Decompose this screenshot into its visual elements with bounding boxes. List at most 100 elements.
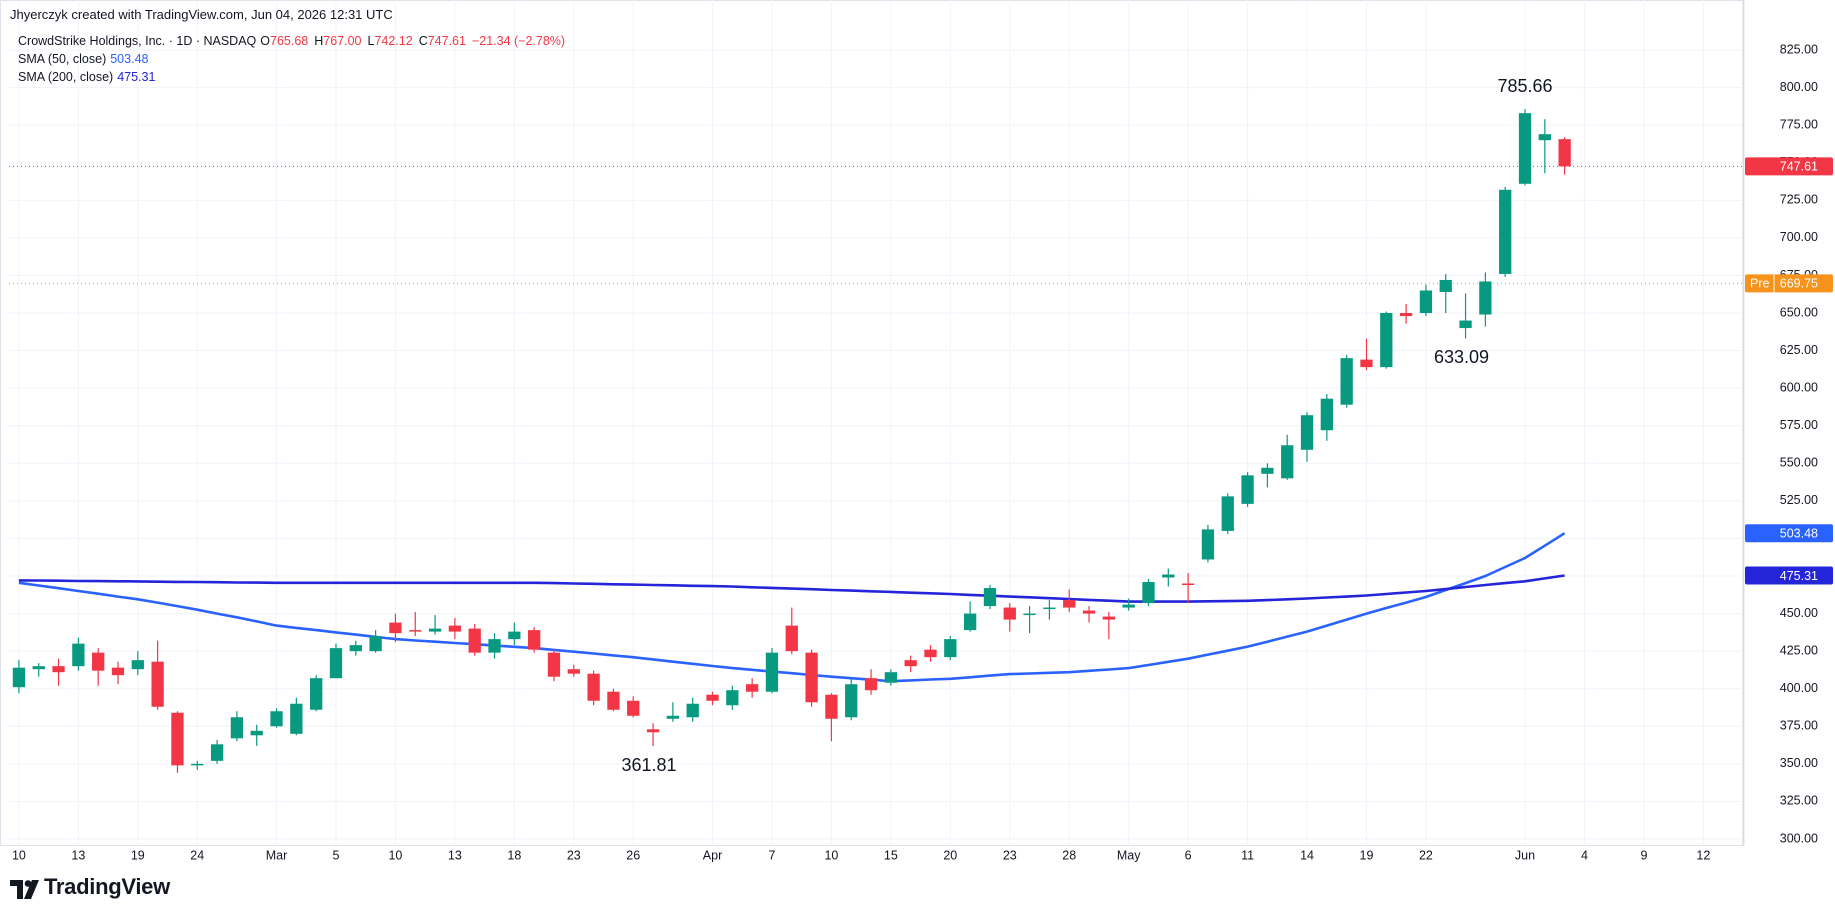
legend-sma: SMA (50, close) 503.48 (18, 52, 152, 66)
candle-body (32, 666, 45, 670)
candle-body (1043, 607, 1056, 610)
candle (1479, 272, 1492, 327)
candle-body (963, 613, 977, 631)
candle (508, 622, 521, 646)
candle (1340, 355, 1353, 408)
candle-body (547, 652, 561, 677)
candle-body (1399, 313, 1413, 317)
x-tick-label: 9 (1640, 848, 1647, 862)
candle-body (607, 691, 620, 710)
candle (1241, 472, 1254, 507)
candle-body (1082, 610, 1096, 614)
candle (111, 661, 125, 685)
sma-badge-label: 503.48 (1780, 527, 1818, 541)
candle-body (468, 628, 481, 653)
x-tick-label: 6 (1185, 848, 1192, 862)
candle (191, 760, 204, 770)
candle (528, 627, 541, 653)
last-price-badge: 747.61 (1745, 157, 1833, 176)
brand: TradingView (44, 874, 170, 899)
low-label: 633.09 (1434, 347, 1489, 367)
candle (171, 711, 184, 773)
candle (904, 655, 917, 673)
candle (369, 630, 382, 653)
candle-body (785, 625, 798, 652)
sma-badge: 475.31 (1745, 566, 1833, 585)
candle (1320, 394, 1333, 441)
y-tick-label: 575.00 (1780, 418, 1818, 432)
y-tick-label: 525.00 (1780, 493, 1818, 507)
sma-badge-label: 475.31 (1780, 569, 1818, 583)
candle (706, 691, 719, 706)
x-tick-label: 7 (768, 848, 775, 862)
candle (726, 685, 739, 710)
candle (1181, 573, 1195, 604)
y-tick-label: 600.00 (1780, 380, 1818, 394)
candle-body (587, 673, 600, 701)
candle-body (1221, 496, 1234, 531)
y-tick-label: 425.00 (1780, 643, 1818, 657)
candle (765, 648, 779, 694)
candle-body (765, 652, 779, 692)
x-tick-label: 22 (1419, 848, 1433, 862)
candle (1538, 119, 1551, 174)
candle-body (389, 622, 402, 634)
candle (1419, 284, 1433, 317)
x-tick-label: 23 (567, 848, 581, 862)
ohlc-item: C747.61 (419, 34, 466, 48)
x-tick-label: 12 (1696, 848, 1710, 862)
x-tick-label: 24 (190, 848, 204, 862)
candle (428, 615, 442, 635)
ohlc-label: L (367, 34, 375, 48)
candle-body (706, 694, 719, 701)
candle (1221, 493, 1234, 534)
candle-body (686, 703, 699, 718)
y-tick-label: 725.00 (1780, 193, 1818, 207)
ohlc-value: 767.00 (323, 34, 362, 48)
candle (409, 612, 422, 637)
sma-name: SMA (50, close) (18, 52, 107, 66)
candle-body (290, 703, 303, 734)
y-tick-label: 300.00 (1780, 831, 1818, 845)
candle (1439, 273, 1452, 314)
candle-body (983, 588, 997, 607)
candle-body (191, 763, 204, 766)
candle (1201, 524, 1215, 563)
x-tick-label: 23 (1003, 848, 1017, 862)
premarket-badge-tag: Pre (1750, 277, 1770, 291)
sma-line (18, 532, 1566, 683)
candle-body (904, 660, 917, 667)
candle (1023, 606, 1036, 634)
candle-body (72, 643, 85, 667)
x-tick-label: 19 (131, 848, 145, 862)
candle-body (1538, 134, 1551, 141)
y-tick-label: 325.00 (1780, 794, 1818, 808)
candle (1102, 612, 1115, 640)
last-price-badge-label: 747.61 (1780, 160, 1818, 174)
candle-body (1181, 583, 1195, 586)
candle (290, 697, 303, 736)
candle-body (428, 628, 442, 632)
candle-body (369, 636, 382, 652)
candle (329, 643, 343, 679)
candle (567, 664, 580, 677)
candle-body (1162, 574, 1175, 578)
x-tick-label: Mar (266, 848, 288, 862)
candle (825, 693, 838, 742)
candle (845, 678, 858, 721)
y-tick-label: 650.00 (1780, 305, 1818, 319)
candle (389, 613, 402, 643)
plot-border (0, 0, 1745, 846)
x-tick-label: 10 (824, 848, 838, 862)
legend-main: CrowdStrike Holdings, Inc. · 1D · NASDAQ… (18, 34, 569, 48)
premarket-badge: Pre 669.75 (1745, 274, 1833, 293)
candle (587, 670, 600, 706)
x-tick-label: Jun (1515, 848, 1535, 862)
candle (1142, 579, 1155, 607)
candle (1063, 589, 1076, 613)
candle-body (884, 672, 898, 683)
candle (250, 724, 263, 746)
candle-body (1063, 600, 1076, 608)
candle-body (1201, 529, 1215, 560)
